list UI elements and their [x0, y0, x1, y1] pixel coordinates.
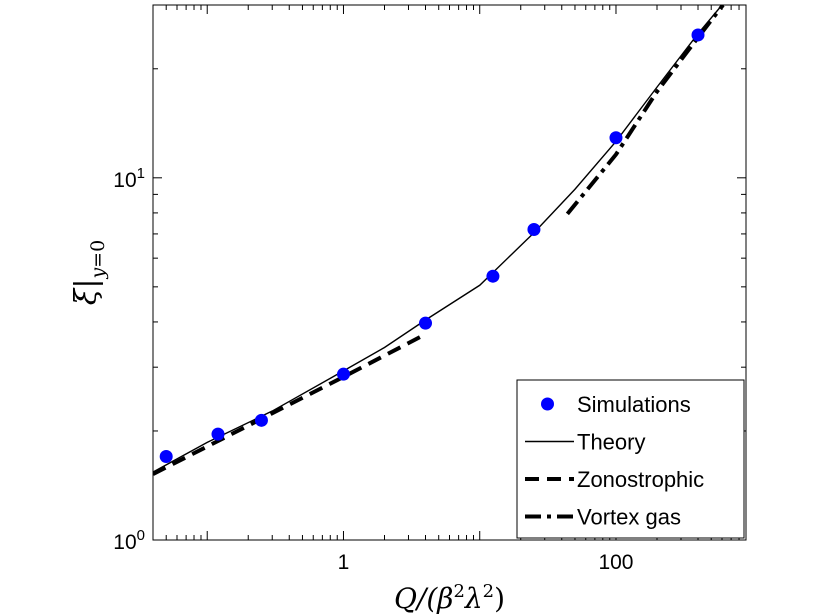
legend-label-theory: Theory: [577, 430, 645, 455]
y-axis-label-text: ξ|y=0: [69, 240, 109, 305]
axis-labels: Q/(β2λ2) ξ|y=0: [69, 240, 505, 615]
legend-label-zonostrophic: Zonostrophic: [577, 467, 704, 492]
axes-layer: 1 100 100 101: [113, 4, 747, 574]
data-point-simulations-8: [691, 28, 705, 42]
data-layer: [153, 5, 725, 476]
data-point-simulations-2: [254, 413, 268, 427]
data-point-simulations-7: [609, 131, 623, 145]
legend-marker-simulations: [541, 397, 554, 411]
x-tick-label: 1: [338, 551, 350, 574]
legend: Simulations Theory Zonostrophic Vortex gas: [516, 379, 745, 539]
data-point-simulations-5: [486, 269, 500, 283]
data-point-simulations-4: [419, 316, 433, 330]
y-tick-label: 101: [113, 165, 145, 192]
y-tick-label: 100: [113, 527, 145, 554]
series-line-vortex-gas: [565, 5, 725, 216]
legend-box: [516, 379, 745, 539]
series-line-zonostrophic: [153, 332, 427, 476]
data-point-simulations-6: [527, 222, 541, 236]
x-tick-label: 100: [598, 551, 633, 574]
legend-label-vortex-gas: Vortex gas: [577, 505, 681, 530]
y-axis-label: ξ|y=0: [69, 240, 109, 305]
legend-label-simulations: Simulations: [577, 392, 691, 417]
x-axis-label: Q/(β2λ2): [394, 581, 505, 615]
data-point-simulations-3: [336, 367, 350, 381]
series-line-theory: [153, 5, 723, 473]
data-point-simulations-1: [211, 427, 225, 441]
data-point-simulations-0: [159, 450, 173, 464]
